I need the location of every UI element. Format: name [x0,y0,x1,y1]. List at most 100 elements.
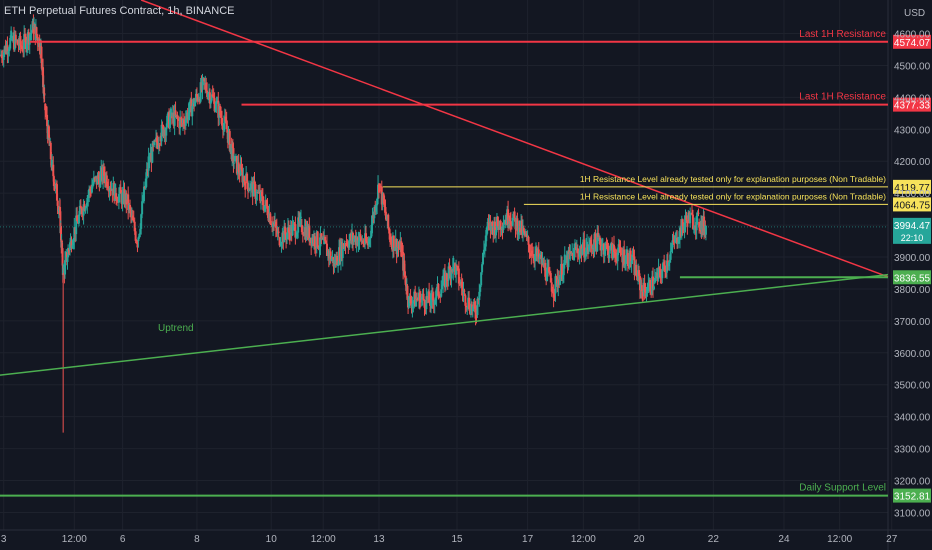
candle-body [23,34,26,50]
candle-body [79,205,82,209]
x-tick-label: 12:00 [311,534,336,545]
candle-body [35,27,38,36]
candle-body [481,264,484,273]
candle-body [344,245,347,247]
candle-body [188,101,191,113]
y-tick-label: 3300.00 [894,445,931,456]
candle-body [127,194,130,211]
candle-body [704,225,707,235]
candle-body [153,140,156,146]
candle-body [549,273,552,283]
candle-body [300,225,303,233]
candle-body [351,233,354,242]
candle-body [376,198,379,206]
level-badge [893,197,931,212]
candle-body [438,295,441,297]
candle-body [400,241,403,257]
candle-body [626,253,629,267]
candle-body [530,252,533,257]
candle-body [435,288,438,298]
candle-body [30,30,33,33]
candle-body [96,175,99,185]
candle-body [91,183,94,187]
candle-body [491,221,494,226]
candle-body [516,218,519,235]
candle-body [241,169,244,183]
candle-body [205,82,208,91]
candle-body [151,143,154,163]
candle-body [460,281,463,288]
candle-body [92,177,95,184]
candle-body [527,236,530,245]
candle-body [412,300,415,304]
candle-body [404,275,407,285]
candle-body [440,289,443,297]
candle-body [215,101,218,104]
candle-body [249,183,252,190]
candle-body [661,270,664,279]
candle-body [226,129,229,133]
candle-body [537,249,540,259]
candle-body [239,164,242,176]
candle-body [77,214,80,224]
candle-body [270,223,273,225]
candle-body [142,186,145,202]
candle-body [16,40,19,45]
candle-body [594,233,597,243]
candle-body [184,118,187,126]
candle-body [6,45,9,54]
candle-body [590,243,593,250]
y-tick-label: 3400.00 [894,413,931,424]
countdown-text: 22:10 [901,233,924,243]
x-tick-label: 12:00 [62,534,87,545]
candle-body [135,240,138,243]
candle-body [44,110,47,114]
candle-body [129,209,132,216]
candle-body [330,258,333,261]
candle-body [603,250,606,255]
candle-body [420,297,423,300]
candle-body [119,187,122,194]
candle-body [243,176,246,182]
candle-body [418,292,421,308]
candle-body [630,260,633,264]
candle-body [225,121,228,130]
level-label: Last 1H Resistance [799,29,886,40]
candle-body [36,35,39,37]
candle-body [609,245,612,251]
candle-body [364,233,367,242]
candle-body [388,228,391,234]
candle-body [641,291,644,301]
candle-body [248,189,251,191]
candle-body [84,207,87,211]
candle-body [393,247,396,251]
candle-body [40,58,43,69]
candle-body [511,217,514,226]
candle-body [643,282,646,291]
candle-body [345,241,348,243]
candle-body [651,276,654,290]
candle-body [229,145,232,151]
candle-body [663,262,666,266]
candle-body [433,300,436,305]
candle-body [47,126,50,138]
candle-body [509,221,512,225]
candle-body [375,205,378,212]
candle-body [692,228,695,230]
candle-body [227,132,230,143]
level-badge-text: 4574.07 [894,38,931,49]
candle-body [78,205,81,215]
candle-body [395,238,398,255]
candle-body [154,140,157,142]
candle-body [207,93,210,98]
candle-body [581,248,584,255]
candle-body [653,278,656,283]
y-tick-label: 4400.00 [894,93,931,104]
candle-body [441,285,444,290]
candle-body [403,271,406,276]
candle-body [359,234,362,238]
candle-body [64,260,67,275]
level-label: Daily Support Level [799,483,886,494]
candle-body [647,283,650,292]
